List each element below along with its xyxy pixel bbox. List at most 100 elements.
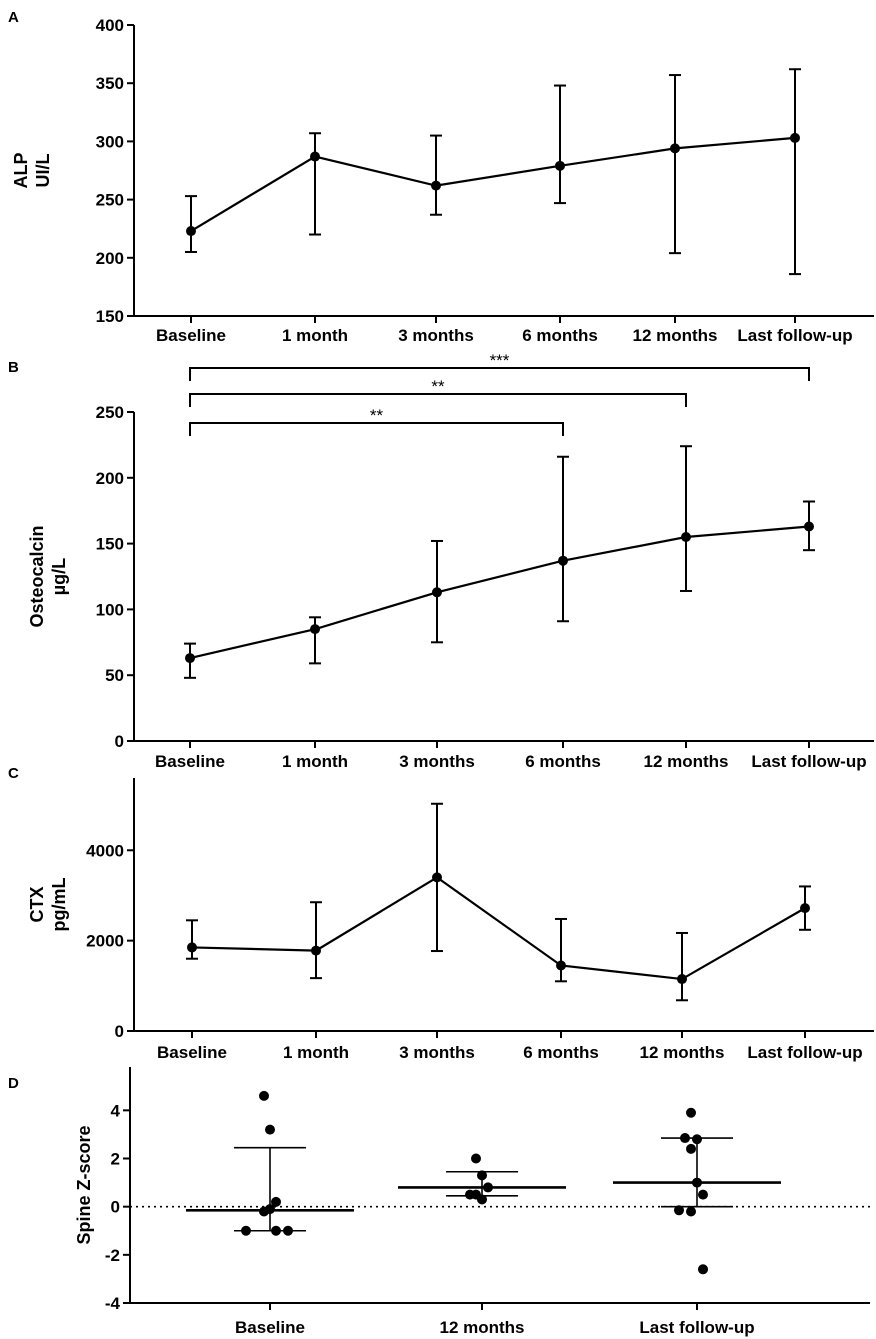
panel-b-y-title: Osteocalcin (27, 525, 47, 627)
panel-a-y-tick-label: 150 (96, 307, 124, 326)
panel-c-x-tick-label: 1 month (283, 1043, 349, 1062)
panel-d-data-point (674, 1205, 684, 1216)
panel-b-data-point (185, 653, 195, 664)
panel-c-y-tick-label: 2000 (86, 932, 124, 951)
panel-d-x-tick-label: Baseline (235, 1318, 305, 1337)
panel-b-significance-label: *** (490, 351, 510, 370)
panel-c-y-title: CTX (27, 887, 47, 923)
panel-b-x-tick-label: 12 months (643, 752, 728, 771)
panel-a-y-title: ALP (11, 153, 31, 189)
panel-d-data-point (271, 1225, 281, 1236)
panel-c-label: C (8, 765, 19, 782)
panel-d-data-point (483, 1182, 493, 1193)
panel-b-x-tick-label: 6 months (525, 752, 601, 771)
panel-a-x-tick-label: Last follow-up (737, 326, 852, 345)
chart-panel-C: C 0 2000 4000 Baseline 1 month 3 months 6 month… (8, 765, 874, 1062)
panel-b-significance-bracket (189, 422, 564, 436)
panel-d-x-tick-label: Last follow-up (639, 1318, 754, 1337)
panel-a-y-tick-label: 350 (96, 74, 124, 93)
panel-a-x-tick-label: Baseline (156, 326, 226, 345)
panel-d-data-point (680, 1133, 690, 1144)
panel-d-y-tick-label: 4 (111, 1101, 121, 1120)
panel-b-y-tick-label: 150 (96, 535, 124, 554)
panel-a-y-tick-label: 250 (96, 191, 124, 210)
panel-d-data-point (241, 1225, 251, 1236)
panel-d-data-point (477, 1170, 487, 1181)
panel-a-data-point (670, 143, 680, 154)
panel-d-data-point (692, 1177, 702, 1188)
panel-a-x-tick-label: 6 months (522, 326, 598, 345)
panel-b-significance-label: ** (370, 406, 384, 425)
panel-d-data-point (698, 1189, 708, 1200)
panel-c-data-point (187, 942, 197, 953)
panel-d-x-tick-label: 12 months (439, 1318, 524, 1337)
chart-panel-A: A 150 200 250 300 350 400 Baseline 1 month 3 mont… (8, 9, 874, 345)
chart-panel-B: B 0 50 100 150 200 250 Baseline 1 month 3 months 6… (8, 351, 874, 771)
panel-a-x-tick-label: 1 month (282, 326, 348, 345)
panel-b-y-tick-label: 100 (96, 600, 124, 619)
panel-b-significance-bracket (189, 367, 810, 381)
panel-d-data-point (471, 1153, 481, 1164)
panel-b-data-point (310, 624, 320, 635)
panel-c-series-line (191, 876, 806, 981)
panel-a-data-point (790, 132, 800, 143)
panel-c-y-title: pg/mL (49, 878, 69, 932)
panel-c-data-point (800, 903, 810, 914)
panel-a-label: A (8, 9, 19, 26)
panel-a-y-tick-label: 300 (96, 132, 124, 151)
panel-b-y-tick-label: 250 (96, 403, 124, 422)
panel-b-y-title: µg/L (49, 558, 69, 595)
panel-d-data-point (265, 1124, 275, 1135)
panel-a-data-point (555, 160, 565, 171)
panel-d-y-tick-label: 0 (111, 1198, 120, 1217)
panel-a-y-tick-label: 400 (96, 16, 124, 35)
panel-b-y-tick-label: 0 (115, 732, 124, 751)
panel-d-data-point (686, 1206, 696, 1217)
panel-b-data-point (804, 521, 814, 532)
panel-b-data-point (432, 587, 442, 598)
panel-a-data-point (186, 226, 196, 237)
panel-d-data-point (477, 1194, 487, 1205)
panel-b-y-tick-label: 200 (96, 469, 124, 488)
panel-d-data-point (271, 1196, 281, 1207)
panel-d-data-point (259, 1090, 269, 1101)
panel-c-y-tick-label: 4000 (86, 841, 124, 860)
panel-b-label: B (8, 359, 19, 376)
panel-d-data-point (698, 1264, 708, 1275)
panel-a-data-point (310, 151, 320, 162)
panel-b-x-tick-label: Baseline (155, 752, 225, 771)
panel-d-y-tick-label: 2 (111, 1150, 120, 1169)
panel-d-data-point (692, 1134, 702, 1145)
panel-c-x-tick-label: 3 months (399, 1043, 475, 1062)
panel-d-data-point (686, 1107, 696, 1118)
panel-a-x-tick-label: 12 months (632, 326, 717, 345)
panel-c-x-tick-label: 12 months (639, 1043, 724, 1062)
panel-b-x-tick-label: 1 month (282, 752, 348, 771)
panel-b-significance-bracket (189, 393, 687, 407)
panel-d-y-tick-label: -2 (105, 1246, 120, 1265)
panel-c-data-point (677, 974, 687, 985)
panel-b-y-tick-label: 50 (105, 666, 124, 685)
panel-d-label: D (8, 1075, 19, 1092)
panel-b-series-line (189, 525, 810, 660)
panel-c-y-tick-label: 0 (115, 1022, 124, 1041)
panel-b-x-tick-label: 3 months (399, 752, 475, 771)
panel-d-data-point (265, 1204, 275, 1215)
panel-b-significance-label: ** (431, 377, 445, 396)
panel-a-series-line (190, 136, 796, 232)
panel-d-data-point (465, 1189, 475, 1200)
panel-b-x-tick-label: Last follow-up (751, 752, 866, 771)
panel-b-data-point (558, 555, 568, 566)
panel-c-data-point (311, 945, 321, 956)
panel-a-x-tick-label: 3 months (398, 326, 474, 345)
panel-d-y-tick-label: -4 (105, 1294, 121, 1313)
panel-c-x-tick-label: 6 months (523, 1043, 599, 1062)
panel-d-data-point (686, 1143, 696, 1154)
panel-d-y-title: Spine Z-score (74, 1125, 94, 1244)
panel-c-data-point (432, 872, 442, 883)
panel-c-x-tick-label: Baseline (157, 1043, 227, 1062)
panel-c-data-point (556, 960, 566, 971)
panel-b-data-point (681, 532, 691, 543)
panel-a-data-point (431, 180, 441, 191)
